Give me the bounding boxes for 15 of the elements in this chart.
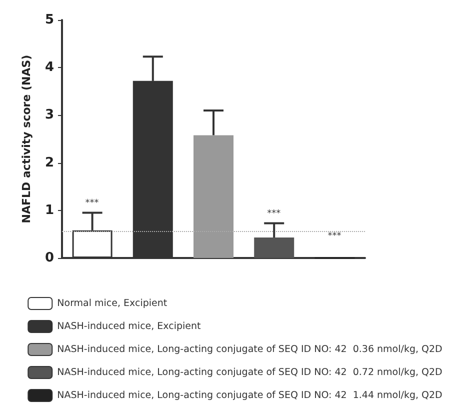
annotation: ***	[328, 232, 342, 242]
y-tick-label: 5	[44, 12, 54, 28]
annotation: ***	[85, 198, 100, 208]
legend-label: NASH-induced mice, Long-acting conjugate of SEQ ID NO: 42 0.72 nmol/kg, Q2D	[57, 367, 442, 378]
legend-label: Normal mice, Excipient	[57, 298, 168, 309]
y-axis-title: NAFLD activity score (NAS)	[20, 54, 33, 224]
y-tick-label: 3	[44, 108, 54, 123]
y-tick-label: 4	[44, 60, 54, 76]
y-tick-label: 0	[44, 250, 54, 266]
y-tick-label: 2	[44, 155, 54, 170]
y-tick-label: 1	[44, 202, 54, 218]
annotation: ***	[267, 208, 282, 219]
legend-label: NASH-induced mice, Long-acting conjugate of SEQ ID NO: 42 1.44 nmol/kg, Q2D	[57, 390, 442, 401]
legend-label: NASH-induced mice, Long-acting conjugate of SEQ ID NO: 42 0.36 nmol/kg, Q2D	[57, 344, 442, 355]
legend-label: NASH-induced mice, Excipient	[57, 321, 202, 332]
